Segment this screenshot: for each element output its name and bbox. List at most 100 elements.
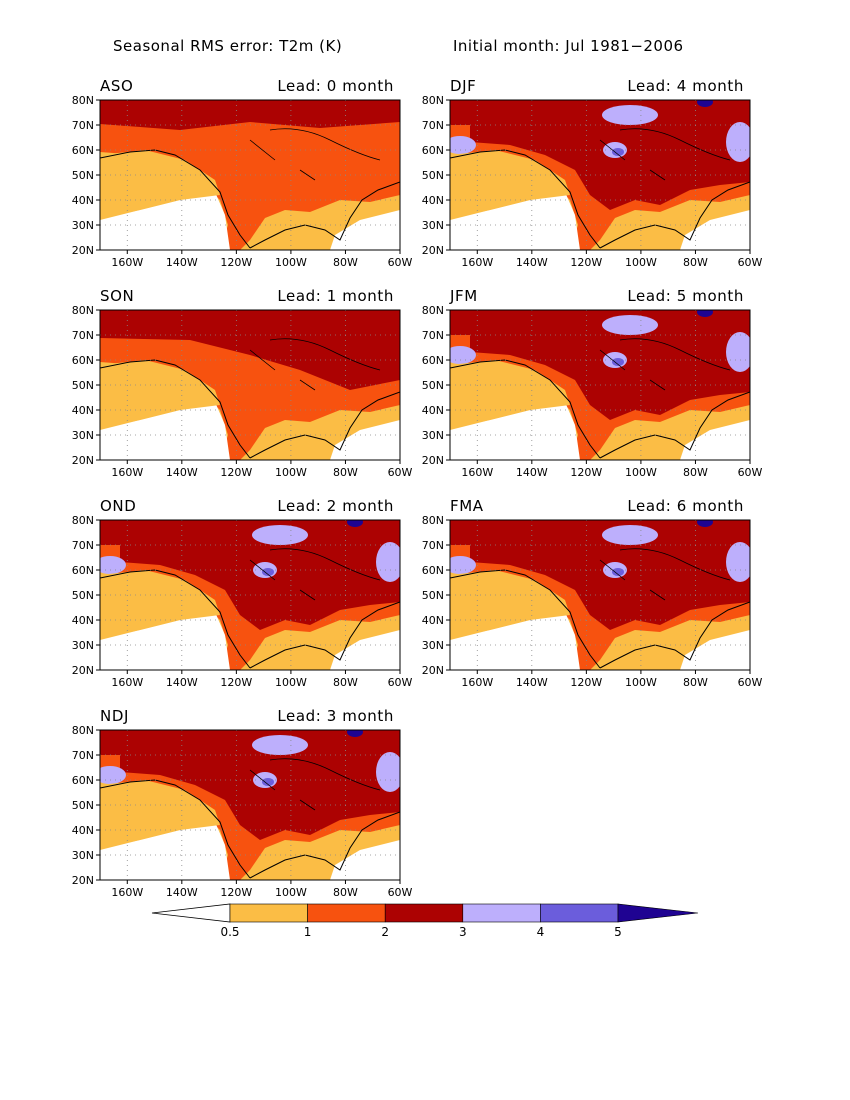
contour-2-3-north bbox=[100, 730, 400, 755]
lon-tick-label: 120W bbox=[570, 676, 602, 689]
coastline bbox=[100, 779, 400, 879]
lat-tick-label: 50N bbox=[72, 799, 94, 812]
lon-tick-label: 120W bbox=[220, 466, 252, 479]
lat-tick-label: 30N bbox=[72, 639, 94, 652]
lat-tick-label: 80N bbox=[422, 304, 444, 317]
lat-tick-label: 40N bbox=[72, 194, 94, 207]
lon-tick-label: 140W bbox=[166, 886, 198, 899]
lon-tick-label: 160W bbox=[461, 256, 493, 269]
lon-tick-label: 100W bbox=[625, 676, 657, 689]
contour-below-0-5 bbox=[450, 402, 580, 460]
lat-tick-label: 60N bbox=[72, 774, 94, 787]
coastline bbox=[100, 569, 400, 669]
lon-tick-label: 140W bbox=[166, 676, 198, 689]
lat-tick-label: 20N bbox=[72, 874, 94, 887]
contour-5-plus bbox=[347, 520, 363, 527]
lat-tick-label: 30N bbox=[72, 429, 94, 442]
colorbar-level-label: 1 bbox=[304, 925, 312, 939]
lon-tick-label: 120W bbox=[220, 676, 252, 689]
panel-lead-label: Lead: 4 month bbox=[627, 77, 744, 95]
lat-tick-label: 80N bbox=[422, 94, 444, 107]
contour-2-3-north bbox=[450, 310, 750, 335]
contour-5-plus bbox=[347, 730, 363, 737]
lon-tick-label: 60W bbox=[388, 256, 413, 269]
rms-error-field bbox=[450, 100, 750, 250]
pacific-band bbox=[450, 150, 570, 218]
lat-tick-label: 70N bbox=[72, 119, 94, 132]
colorbar-level-label: 2 bbox=[381, 925, 389, 939]
colorbar-level-label: 3 bbox=[459, 925, 467, 939]
contour-5-plus bbox=[697, 520, 713, 527]
rms-error-field bbox=[450, 520, 750, 670]
coastline bbox=[100, 149, 400, 249]
colorbar-swatch bbox=[307, 903, 386, 923]
lon-tick-label: 140W bbox=[516, 466, 548, 479]
lon-tick-label: 60W bbox=[388, 466, 413, 479]
lon-tick-label: 100W bbox=[275, 256, 307, 269]
lon-tick-label: 160W bbox=[461, 466, 493, 479]
panel-lead-label: Lead: 3 month bbox=[277, 707, 394, 725]
panel-season-label: OND bbox=[100, 497, 136, 515]
lat-tick-label: 60N bbox=[72, 564, 94, 577]
lon-tick-label: 100W bbox=[275, 466, 307, 479]
lat-tick-label: 40N bbox=[422, 404, 444, 417]
lat-tick-label: 20N bbox=[72, 244, 94, 257]
contour-below-0-5 bbox=[100, 822, 230, 880]
panel-lead-label: Lead: 2 month bbox=[277, 497, 394, 515]
contour-3-4 bbox=[602, 105, 658, 125]
contour-3-4 bbox=[252, 735, 308, 755]
map-panel-ond: 20N 30N 40N 50N 60N 70N 80N 160W 140W 120W 100W 80W… bbox=[72, 497, 413, 689]
figure-title-left: Seasonal RMS error: T2m (K) bbox=[113, 37, 342, 55]
lon-tick-label: 80W bbox=[333, 256, 358, 269]
lon-tick-label: 100W bbox=[275, 886, 307, 899]
contour-3-4 bbox=[602, 525, 658, 545]
lat-tick-label: 50N bbox=[72, 589, 94, 602]
lat-tick-label: 70N bbox=[72, 329, 94, 342]
lat-tick-label: 30N bbox=[422, 219, 444, 232]
coastline-detail bbox=[599, 128, 731, 181]
lon-tick-label: 120W bbox=[570, 466, 602, 479]
contour-3-4 bbox=[100, 556, 126, 574]
map-panel-djf: 20N 30N 40N 50N 60N 70N 80N 160W 140W 120W 100W 80W… bbox=[422, 77, 763, 269]
contour-2-3 bbox=[470, 112, 750, 210]
lon-tick-label: 100W bbox=[625, 466, 657, 479]
coastline bbox=[450, 149, 750, 249]
lon-tick-label: 140W bbox=[166, 466, 198, 479]
lat-tick-label: 70N bbox=[72, 539, 94, 552]
coastline-detail bbox=[249, 338, 381, 391]
lat-tick-label: 60N bbox=[422, 144, 444, 157]
panel-season-label: ASO bbox=[100, 77, 133, 95]
contour-2-3 bbox=[470, 532, 750, 630]
coastline-detail bbox=[249, 758, 381, 811]
lat-tick-label: 70N bbox=[422, 539, 444, 552]
colorbar-extend-low bbox=[151, 903, 231, 923]
lat-tick-label: 20N bbox=[422, 454, 444, 467]
contour-below-0-5 bbox=[330, 630, 400, 670]
lat-tick-label: 60N bbox=[422, 354, 444, 367]
lon-tick-label: 60W bbox=[738, 256, 763, 269]
colorbar-swatch bbox=[229, 903, 308, 923]
lon-tick-label: 80W bbox=[683, 256, 708, 269]
contour-3-4 bbox=[726, 332, 750, 372]
contour-below-0-5 bbox=[450, 192, 580, 250]
lon-tick-label: 160W bbox=[111, 466, 143, 479]
coastline-detail bbox=[599, 338, 731, 391]
contour-3-4 bbox=[376, 752, 400, 792]
lat-tick-label: 30N bbox=[422, 429, 444, 442]
contour-5-plus bbox=[697, 100, 713, 107]
lon-tick-label: 60W bbox=[738, 466, 763, 479]
lat-tick-label: 80N bbox=[422, 514, 444, 527]
contour-3-4 bbox=[252, 525, 308, 545]
contour-2-3 bbox=[100, 100, 400, 130]
contour-2-3 bbox=[120, 532, 400, 630]
contour-3-4 bbox=[602, 315, 658, 335]
rms-error-field bbox=[100, 730, 400, 880]
lon-tick-label: 80W bbox=[333, 886, 358, 899]
colorbar-level-label: 0.5 bbox=[220, 925, 239, 939]
contour-3-4 bbox=[726, 122, 750, 162]
colorbar-swatch bbox=[540, 903, 619, 923]
contour-5-plus bbox=[697, 310, 713, 317]
lon-tick-label: 160W bbox=[461, 676, 493, 689]
colorbar: 0.5 1 2 3 4 5 bbox=[151, 903, 699, 939]
colorbar-swatch bbox=[462, 903, 541, 923]
